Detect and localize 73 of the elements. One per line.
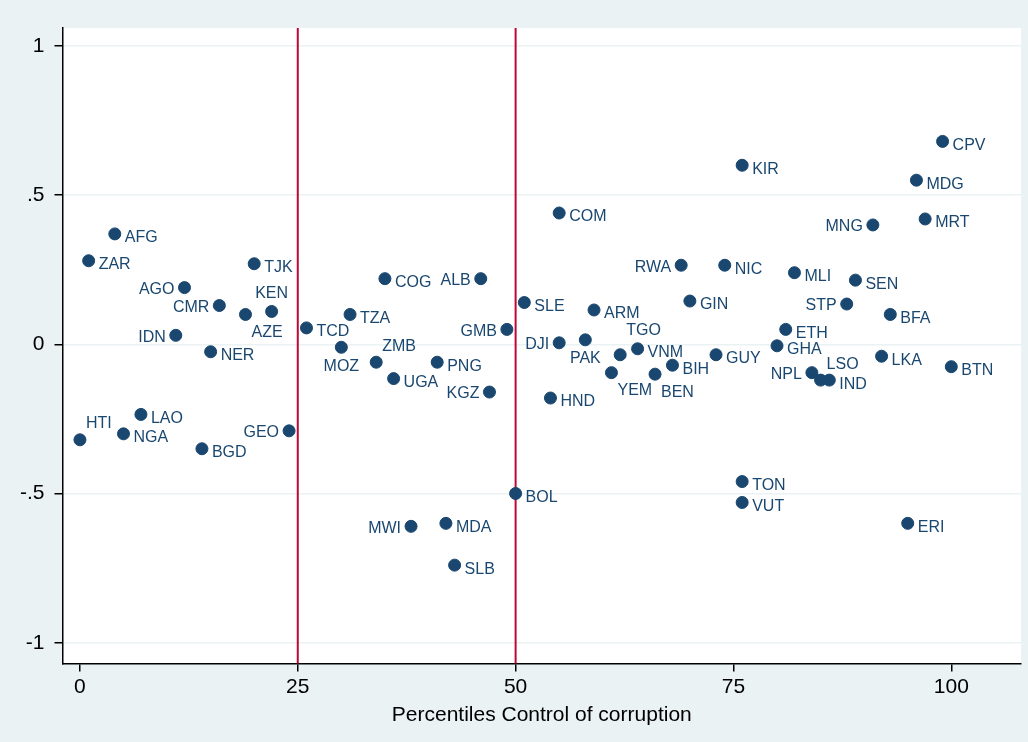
data-label: MLI bbox=[804, 267, 832, 285]
data-label: NER bbox=[220, 346, 255, 364]
y-tick-label: .5 bbox=[26, 181, 45, 205]
data-label: GMB bbox=[460, 321, 497, 339]
data-label: TGO bbox=[626, 321, 661, 339]
y-tick-label: 1 bbox=[32, 32, 45, 56]
data-label: CMR bbox=[172, 297, 210, 315]
data-label: BTN bbox=[961, 361, 994, 379]
data-label: AGO bbox=[138, 280, 175, 298]
data-label: SLE bbox=[534, 296, 565, 314]
data-label: KEN bbox=[255, 283, 289, 301]
y-tick-label: 0 bbox=[32, 331, 45, 355]
data-label: PNG bbox=[447, 356, 482, 374]
data-label: VNM bbox=[647, 343, 684, 361]
data-label: LAO bbox=[150, 408, 183, 426]
x-axis-title: Percentiles Control of corruption bbox=[391, 702, 692, 726]
data-label: IDN bbox=[138, 327, 166, 345]
data-label: KGZ bbox=[446, 384, 480, 402]
data-label: DJI bbox=[525, 335, 550, 353]
data-label: ZMB bbox=[382, 336, 416, 354]
data-label: AFG bbox=[124, 228, 158, 246]
data-label: MOZ bbox=[323, 356, 360, 374]
data-label: MDG bbox=[926, 174, 964, 192]
y-tick-label: -1 bbox=[25, 629, 45, 653]
x-tick-label: 100 bbox=[933, 674, 969, 697]
data-label: TON bbox=[752, 475, 786, 493]
x-tick-label: 50 bbox=[503, 674, 528, 697]
data-label: KIR bbox=[752, 159, 779, 177]
data-label: GHA bbox=[787, 340, 823, 358]
data-label: NGA bbox=[133, 428, 169, 446]
data-label: TJK bbox=[264, 258, 293, 276]
data-label: ETH bbox=[795, 323, 828, 341]
data-label: COG bbox=[394, 273, 432, 291]
data-label: GEO bbox=[243, 423, 280, 441]
data-label: HND bbox=[560, 392, 596, 410]
data-label: NPL bbox=[770, 365, 802, 383]
data-label: ALB bbox=[440, 271, 471, 289]
data-label: TZA bbox=[360, 308, 391, 326]
data-label: GUY bbox=[726, 349, 762, 367]
y-tick-label: -.5 bbox=[19, 480, 45, 504]
data-label: STP bbox=[805, 296, 837, 314]
data-label: MNG bbox=[825, 217, 863, 235]
data-label: ARM bbox=[604, 304, 640, 322]
data-label: HTI bbox=[85, 414, 112, 432]
data-label: YEM bbox=[617, 381, 653, 399]
data-label: LKA bbox=[891, 350, 923, 368]
data-label: GIN bbox=[699, 295, 729, 313]
data-label: PAK bbox=[569, 349, 602, 367]
data-label: SEN bbox=[865, 274, 899, 292]
data-label: BOL bbox=[525, 487, 558, 505]
data-label: MRT bbox=[935, 213, 970, 231]
data-label: BIH bbox=[682, 359, 710, 377]
data-label: NIC bbox=[734, 259, 763, 277]
data-label: RWA bbox=[634, 257, 672, 275]
data-label: UGA bbox=[403, 373, 439, 391]
data-label: BFA bbox=[900, 308, 931, 326]
data-label: BGD bbox=[211, 443, 247, 461]
data-label: AZE bbox=[251, 322, 283, 340]
data-label: VUT bbox=[752, 496, 785, 514]
data-label: BEN bbox=[661, 382, 694, 400]
data-label: IND bbox=[839, 374, 867, 392]
data-label: TCD bbox=[316, 322, 350, 340]
data-label: CPV bbox=[952, 135, 986, 153]
data-label: SLB bbox=[464, 559, 495, 577]
data-label: ZAR bbox=[98, 255, 131, 273]
x-tick-label: 0 bbox=[74, 674, 86, 697]
data-label: COM bbox=[569, 207, 607, 225]
x-tick-label: 25 bbox=[286, 674, 310, 697]
data-label: MWI bbox=[368, 518, 402, 536]
x-tick-label: 75 bbox=[721, 674, 746, 697]
data-label: ERI bbox=[917, 517, 945, 535]
data-label: MDA bbox=[455, 517, 492, 535]
data-label: LSO bbox=[826, 354, 859, 372]
